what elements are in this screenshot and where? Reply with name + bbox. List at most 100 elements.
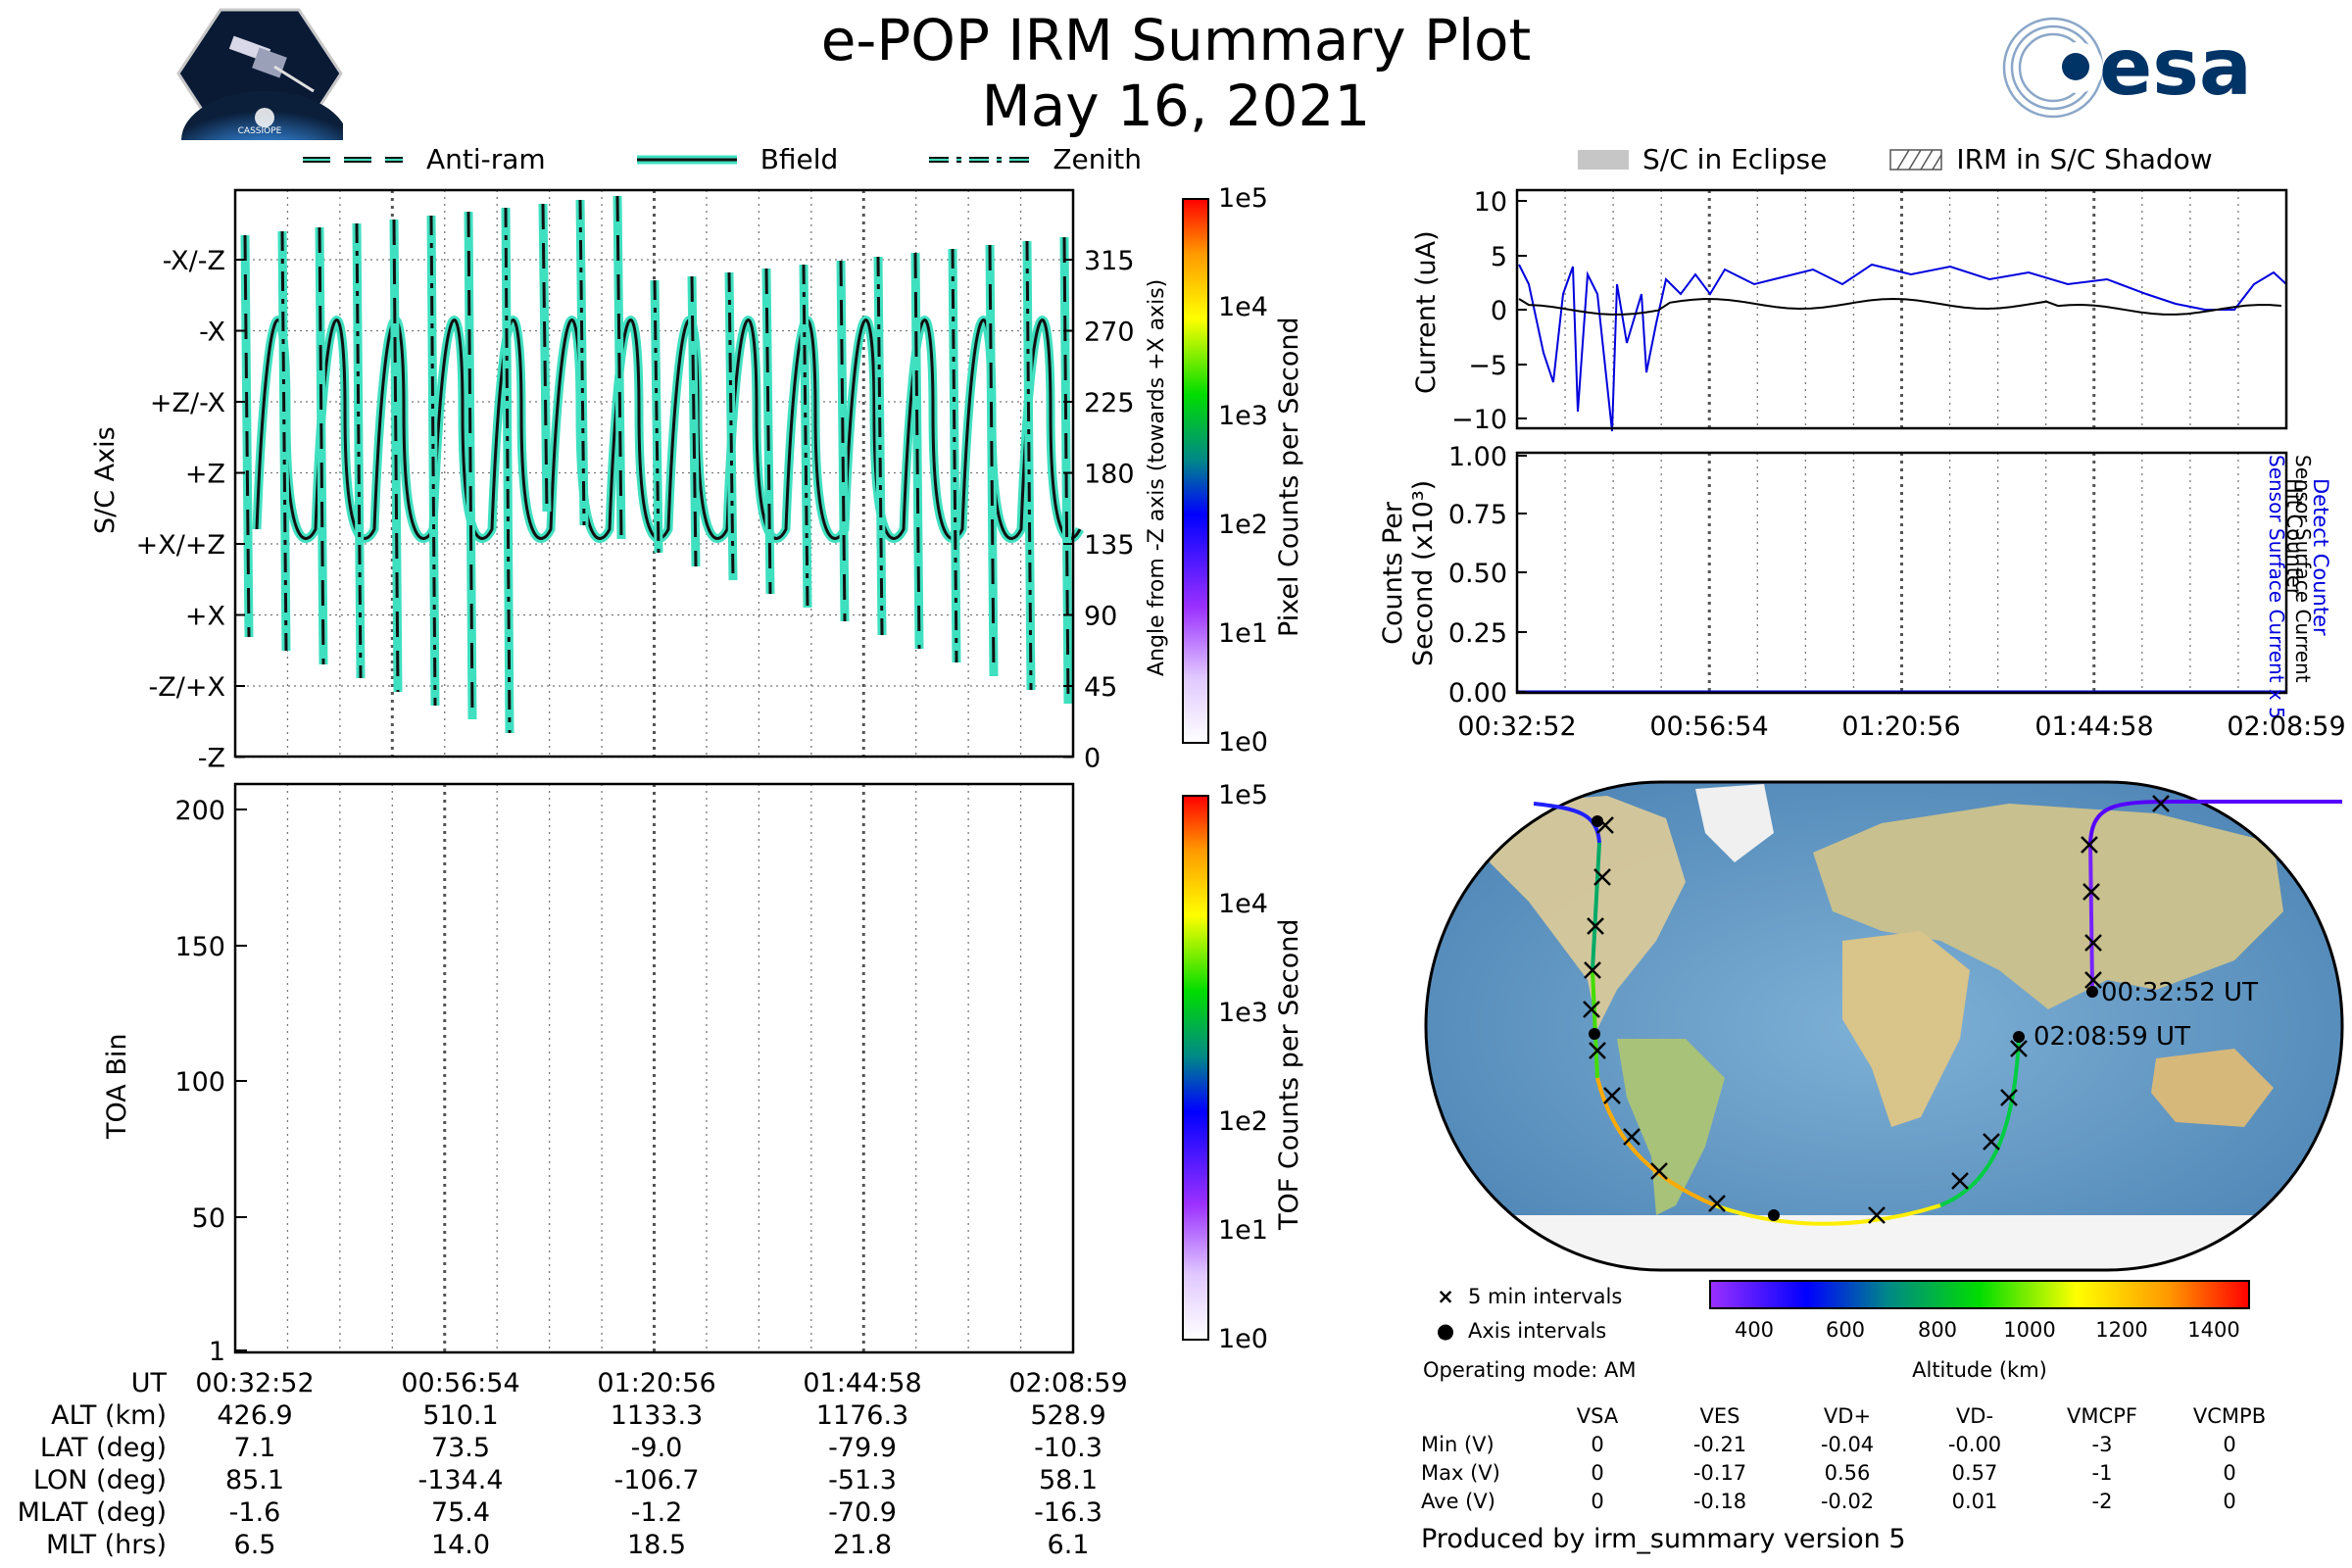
anti-ram-trace — [764, 268, 772, 595]
stats-cell: 0 — [2223, 1432, 2236, 1456]
stats-cell: 0.01 — [1951, 1489, 1998, 1513]
time-table-cell: 6.1 — [1047, 1530, 1090, 1560]
time-table-cell: -134.4 — [417, 1465, 504, 1495]
tof-colorbar-label: TOF Counts per Second — [1274, 918, 1304, 1231]
zenith-trace — [802, 264, 809, 609]
current-ytick: −10 — [1451, 405, 1507, 435]
attitude-panel: -X/-Z 315 -X 270 +Z/-X 225 +Z 180 +X/+Z 135 +X 90 -Z… — [136, 188, 1135, 774]
map-legend-cross: × 5 min intervals — [1423, 1280, 1622, 1314]
toa-frame — [233, 782, 1075, 1354]
voltage-stats: VSA VES VD+ VD- VMCPF VCMPB Min (V) 0 -0.21 -0.04… — [1421, 1401, 2293, 1515]
altitude-label: Altitude (km) — [1912, 1358, 2047, 1382]
time-table-cell: -79.9 — [828, 1433, 897, 1463]
shadow-label: IRM in S/C Shadow — [1956, 143, 2213, 175]
time-table-cell: 75.4 — [430, 1497, 491, 1528]
toa-ytick: 150 — [174, 932, 225, 962]
five-min-marker — [1584, 961, 1601, 979]
attitude-ytick-right: 45 — [1084, 672, 1117, 703]
attitude-ytick-right: 0 — [1084, 744, 1101, 774]
time-table-cell: -1.6 — [228, 1497, 281, 1528]
stats-cell: -0.21 — [1692, 1432, 1747, 1456]
current-ytick: 5 — [1491, 242, 1507, 272]
attitude-ytick-left: -X/-Z — [163, 246, 225, 276]
colorbar-tick: 1e2 — [1218, 1106, 1268, 1137]
zenith-halo — [1022, 240, 1036, 691]
colorbar-tick: 1e2 — [1218, 510, 1268, 540]
attitude-ytick-right: 135 — [1084, 530, 1135, 561]
map-start-label: 00:32:52 UT — [2101, 978, 2258, 1007]
five-min-marker — [2084, 971, 2102, 989]
stats-cell: 0.57 — [1951, 1460, 1998, 1485]
counts-panel: 1.00 0.75 0.50 0.25 0.00 — [1448, 442, 2288, 709]
stats-cell: 0 — [2223, 1460, 2236, 1485]
zenith-trace — [280, 230, 288, 652]
eclipse-legend: S/C in Eclipse IRM in S/C Shadow — [1578, 143, 2213, 175]
five-min-marker — [1983, 1133, 2000, 1151]
zenith-trace — [355, 222, 363, 679]
time-table-cell: 21.8 — [832, 1530, 893, 1560]
toa-ytick: 50 — [192, 1203, 225, 1234]
ground-track-segment — [1714, 1203, 1941, 1226]
time-table-cell: 6.5 — [233, 1530, 276, 1560]
altitude-tick: 1200 — [2095, 1318, 2148, 1342]
current-ytick: 10 — [1474, 187, 1507, 218]
attitude-ytick-left: -X — [199, 318, 225, 348]
legend-bfield-label: Bfield — [760, 143, 839, 175]
stats-row: Min (V) 0 -0.21 -0.04 -0.00 -3 0 — [1421, 1430, 2293, 1458]
attitude-ytick-left: +Z/-X — [150, 388, 225, 418]
zenith-trace — [653, 279, 661, 554]
ground-track-segment — [1591, 842, 1601, 971]
attitude-ytick-left: -Z — [198, 744, 225, 774]
counts-xtick: 02:08:59 — [2227, 711, 2346, 742]
legend-zenith-label: Zenith — [1053, 143, 1142, 175]
ground-track-segment — [1939, 1038, 2021, 1207]
time-table-cell: 1133.3 — [610, 1400, 704, 1431]
anti-ram-line-icon — [303, 156, 403, 163]
axis-interval-marker — [2013, 1031, 2025, 1043]
stats-cell: 0 — [1591, 1460, 1604, 1485]
counts-ytick: 0.50 — [1448, 559, 1507, 589]
map-legend-dot: ● Axis intervals — [1423, 1314, 1622, 1348]
axis-interval-marker — [1768, 1209, 1780, 1221]
shadow-swatch-icon — [1889, 148, 1943, 171]
colorbar-tick: 1e1 — [1218, 618, 1268, 649]
time-table-cell: 7.1 — [233, 1433, 276, 1463]
map-legend-dot-label: Axis intervals — [1468, 1319, 1607, 1343]
counts-ytick: 0.75 — [1448, 500, 1507, 530]
five-min-marker — [1708, 1195, 1726, 1212]
five-min-marker — [2084, 934, 2102, 952]
stats-cell: -3 — [2091, 1432, 2113, 1456]
stats-header — [1421, 1401, 1539, 1430]
anti-ram-trace — [243, 234, 251, 638]
page-title: e-POP IRM Summary Plot May 16, 2021 — [686, 8, 1666, 138]
dot-marker-icon: ● — [1436, 1319, 1455, 1343]
time-table-row-label: UT — [130, 1368, 167, 1398]
zenith-trace — [1025, 240, 1033, 691]
colorbar-tick: 1e0 — [1218, 727, 1268, 758]
legend-anti-ram-label: Anti-ram — [426, 143, 546, 175]
time-table-cell: -51.3 — [828, 1465, 897, 1495]
stats-header: VD- — [1955, 1403, 1994, 1428]
five-min-marker — [1583, 1001, 1600, 1018]
ground-track-segment — [1591, 969, 1599, 1079]
esa-logo: esa — [2002, 17, 2252, 119]
time-table-cell: 58.1 — [1038, 1465, 1099, 1495]
attitude-ytick-left: +X/+Z — [136, 530, 225, 561]
counts-xtick: 01:20:56 — [1841, 711, 1961, 742]
zenith-trace — [429, 215, 437, 707]
ground-track-map — [1424, 780, 2344, 1272]
toa-ytick: 1 — [209, 1337, 225, 1367]
time-table-row-label: MLT (hrs) — [45, 1530, 167, 1560]
altitude-tick: 600 — [1825, 1318, 1866, 1342]
axis-interval-marker — [1592, 815, 1603, 827]
time-table-row-label: LAT (deg) — [39, 1433, 167, 1463]
toa-ytick: 200 — [174, 796, 225, 826]
five-min-marker — [1868, 1206, 1886, 1224]
current-ytick: 0 — [1491, 296, 1507, 326]
stats-cell: -0.02 — [1820, 1489, 1875, 1513]
time-table-cell: 14.0 — [430, 1530, 491, 1560]
colorbar-tick: 1e3 — [1218, 401, 1268, 431]
counts-ylabel-1: Counts Per — [1378, 501, 1408, 645]
time-table-cell: 528.9 — [1030, 1400, 1106, 1431]
